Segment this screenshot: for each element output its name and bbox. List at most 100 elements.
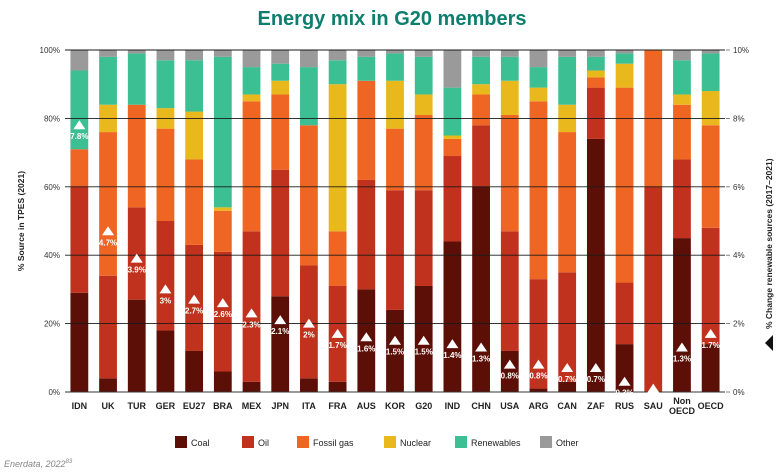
change-marker-rus (618, 376, 631, 386)
x-tick-label: KOR (385, 401, 406, 411)
x-tick-label: FRA (328, 401, 347, 411)
bar-nuclear-arg (529, 87, 548, 102)
bar-fossil-gas-bra (213, 210, 232, 252)
bar-other-bra (213, 50, 232, 57)
legend-swatch-renewables (455, 436, 467, 448)
bar-nuclear-usa (500, 80, 519, 115)
bar-fossil-gas-usa (500, 114, 519, 232)
bar-other-jpn (271, 50, 290, 64)
change-marker-g20 (417, 335, 430, 345)
change-marker-chn (475, 342, 488, 352)
change-label-ger: 3% (160, 296, 172, 305)
bar-nuclear-rus (615, 63, 634, 88)
bar-oil-mex (242, 231, 261, 382)
bar-renewables-zaf (586, 56, 605, 71)
x-tick-label: ZAF (587, 401, 605, 411)
legend-swatch-fossil-gas (297, 436, 309, 448)
bar-other-chn (472, 50, 490, 57)
bar-other-uk (99, 50, 117, 57)
change-label-chn: 1.3% (472, 355, 490, 364)
change-marker-usa (503, 359, 516, 369)
bar-coal-arg (529, 388, 548, 392)
bar-oil-non-oecd (673, 159, 691, 239)
bar-oil-can (558, 272, 577, 382)
bar-renewables-eu27 (185, 60, 204, 112)
bar-other-rus (615, 50, 634, 54)
y2-tick-label: 10% (733, 46, 749, 55)
source-text: Enerdata, 2022 (4, 459, 66, 469)
legend-label-fossil-gas: Fossil gas (313, 438, 354, 448)
change-label-arg: 0.8% (529, 372, 547, 381)
bar-oil-ger (156, 221, 175, 331)
bar-nuclear-eu27 (185, 111, 204, 160)
bar-coal-rus (615, 344, 634, 392)
bar-fossil-gas-chn (472, 94, 490, 126)
bar-renewables-ita (300, 67, 318, 126)
change-label-g20: 1.5% (415, 348, 433, 357)
x-tick-label: TUR (127, 401, 146, 411)
change-label-kor: 1.5% (386, 348, 404, 357)
x-tick-label: JPN (271, 401, 289, 411)
bar-other-tur (127, 50, 146, 54)
bar-fossil-gas-oecd (701, 125, 720, 228)
y2-tick-label: 6% (733, 183, 745, 192)
change-marker-uk (102, 226, 115, 236)
bar-nuclear-g20 (414, 94, 433, 115)
bar-nuclear-ind (443, 135, 462, 139)
bar-fossil-gas-idn (70, 149, 89, 187)
bar-oil-idn (70, 186, 89, 293)
bar-other-ind (443, 50, 462, 88)
bar-renewables-fra (328, 60, 347, 85)
bar-oil-g20 (414, 190, 433, 286)
change-marker-sau (647, 383, 660, 393)
bar-other-kor (386, 50, 404, 54)
y-tick-label: 0% (48, 388, 60, 397)
bar-other-can (558, 50, 577, 57)
bar-other-ita (300, 50, 318, 68)
bar-fossil-gas-tur (127, 104, 146, 208)
change-marker-ita (302, 318, 315, 328)
bar-other-non-oecd (673, 50, 691, 61)
change-label-rus: 0.3% (615, 389, 633, 398)
change-marker-kor (389, 335, 401, 345)
bar-fossil-gas-g20 (414, 114, 433, 191)
bar-fossil-gas-zaf (586, 77, 605, 88)
change-marker-jpn (274, 315, 287, 325)
bar-renewables-tur (127, 53, 146, 105)
bar-renewables-rus (615, 53, 634, 64)
y-tick-label: 80% (44, 114, 60, 123)
bar-renewables-can (558, 56, 577, 105)
bar-coal-bra (213, 371, 232, 392)
change-label-zaf: 0.7% (587, 375, 605, 384)
change-marker-non-oecd (675, 342, 688, 352)
bar-renewables-usa (500, 56, 519, 81)
bar-other-oecd (701, 50, 720, 54)
x-tick-label: IDN (72, 401, 88, 411)
bar-fossil-gas-arg (529, 101, 548, 280)
bar-fossil-gas-fra (328, 231, 347, 286)
bar-other-idn (70, 50, 89, 71)
bar-oil-jpn (271, 169, 290, 297)
bar-fossil-gas-jpn (271, 94, 290, 170)
x-tick-label: CAN (557, 401, 577, 411)
bar-other-aus (357, 50, 376, 57)
bar-nuclear-mex (242, 94, 261, 102)
bar-fossil-gas-non-oecd (673, 104, 691, 160)
bar-nuclear-chn (472, 84, 490, 95)
change-label-uk: 4.7% (99, 238, 117, 247)
bar-renewables-g20 (414, 56, 433, 95)
bar-renewables-oecd (701, 53, 720, 92)
bar-coal-non-oecd (673, 238, 691, 392)
bar-coal-fra (328, 381, 347, 392)
x-tick-label: USA (500, 401, 520, 411)
change-marker-arg (532, 359, 545, 369)
bar-other-eu27 (185, 50, 204, 61)
bar-oil-usa (500, 231, 519, 351)
x-tick-label: G20 (415, 401, 432, 411)
legend-label-nuclear: Nuclear (400, 438, 431, 448)
bar-other-mex (242, 50, 261, 68)
bar-oil-zaf (586, 87, 605, 139)
bar-fossil-gas-mex (242, 101, 261, 232)
bar-coal-chn (472, 186, 490, 392)
bar-renewables-mex (242, 67, 261, 95)
